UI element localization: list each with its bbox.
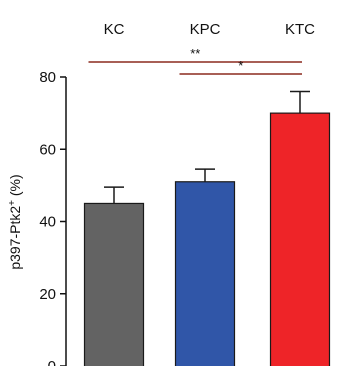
y-tick-label-80: 80 <box>39 69 56 86</box>
y-axis-title-superscript: + <box>7 200 18 206</box>
category-labels: KC KPC KTC <box>104 21 316 38</box>
error-bars <box>104 90 310 204</box>
y-tick-label-40: 40 <box>39 214 56 231</box>
category-label-kpc: KPC <box>190 21 221 38</box>
category-label-kc: KC <box>104 21 125 38</box>
y-tick-label-60: 60 <box>39 141 56 158</box>
y-axis-title: p397-Ptk2+ (%) <box>7 174 24 269</box>
y-axis-title-unit: (%) <box>7 174 23 200</box>
y-ticks: 0 20 40 60 80 <box>39 69 66 366</box>
bar-ktc <box>269 112 331 366</box>
bar-kpc <box>174 181 236 366</box>
bar-kc <box>83 202 145 366</box>
y-tick-label-0: 0 <box>48 358 56 366</box>
significance-brackets: *** <box>88 46 302 75</box>
significance-label-2: * <box>238 58 243 73</box>
category-label-ktc: KTC <box>285 21 315 38</box>
y-axis-title-main: p397-Ptk2 <box>7 206 23 270</box>
significance-label-1: ** <box>190 46 200 61</box>
y-tick-label-20: 20 <box>39 286 56 303</box>
bars <box>83 112 331 366</box>
